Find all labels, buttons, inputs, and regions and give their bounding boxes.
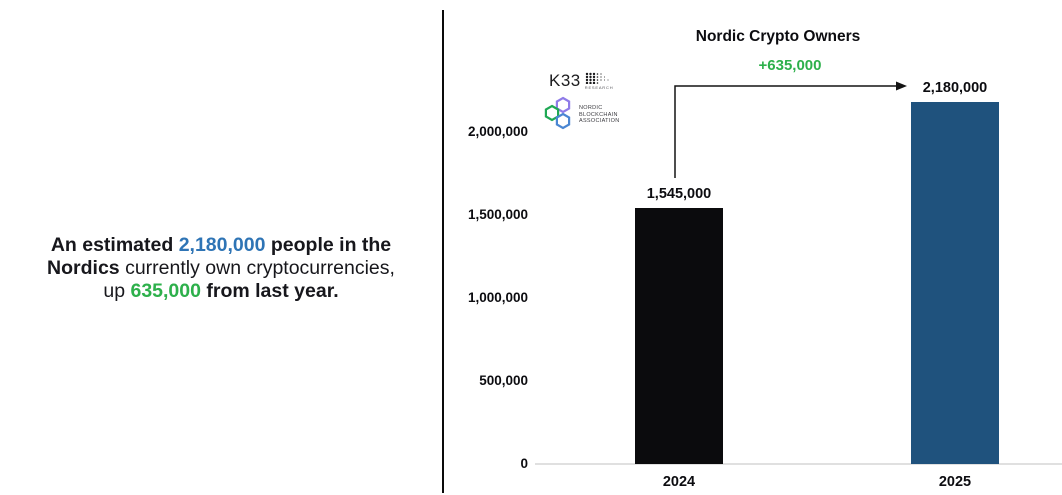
- bar-2025: [911, 102, 999, 464]
- quote-text: currently own cryptocurrencies,: [119, 257, 395, 279]
- quote-highlight-total: 2,180,000: [178, 234, 266, 256]
- quote-line-2: Nordics currently own cryptocurrencies,: [11, 257, 431, 280]
- quote-text: people in the: [265, 234, 392, 256]
- x-axis-label: 2024: [662, 474, 696, 490]
- growth-arrow-icon: [674, 81, 907, 178]
- bar-2024: [635, 207, 723, 464]
- k33-logo-text: K33: [549, 71, 581, 90]
- nba-text-line: NORDIC: [579, 105, 603, 112]
- quote-text: Nordics: [47, 257, 120, 279]
- k33-dot-matrix-icon: [585, 72, 609, 84]
- nba-text-line: BLOCKCHAIN: [579, 111, 618, 118]
- chart-title: Nordic Crypto Owners: [695, 28, 861, 45]
- y-axis-tick-label: 0: [520, 456, 528, 471]
- x-axis-label: 2025: [938, 474, 972, 490]
- quote-line-1: An estimated 2,180,000 people in the: [11, 234, 431, 257]
- section-divider: [442, 10, 444, 493]
- k33-logo-dots-block: RESEARCH: [585, 72, 614, 90]
- y-axis-tick-label: 500,000: [479, 373, 528, 388]
- quote-text: from last year.: [200, 280, 339, 302]
- bar-value-label: 1,545,000: [646, 185, 712, 202]
- quote-text: up: [103, 280, 131, 302]
- nba-logo-text: NORDIC BLOCKCHAIN ASSOCIATION: [579, 105, 619, 125]
- y-axis-tick-label: 1,500,000: [467, 207, 528, 222]
- bar-value-label: 2,180,000: [922, 80, 988, 97]
- k33-research-logo: K33 RESEARCH: [549, 71, 613, 91]
- nba-text-line: ASSOCIATION: [579, 118, 620, 125]
- quote-text: An estimated: [50, 234, 179, 256]
- k33-research-label: RESEARCH: [584, 85, 614, 90]
- x-axis-line: [535, 463, 1062, 465]
- y-axis-tick-label: 2,000,000: [467, 124, 528, 139]
- growth-annotation-label: +635,000: [758, 57, 822, 74]
- summary-quote: An estimated 2,180,000 people in the Nor…: [11, 234, 431, 303]
- quote-line-3: up 635,000 from last year.: [11, 280, 431, 303]
- y-axis-tick-label: 1,000,000: [467, 290, 528, 305]
- nba-hexagons-icon: [544, 96, 571, 130]
- nordic-blockchain-association-logo: NORDIC BLOCKCHAIN ASSOCIATION: [543, 96, 619, 134]
- quote-highlight-increase: 635,000: [130, 280, 201, 302]
